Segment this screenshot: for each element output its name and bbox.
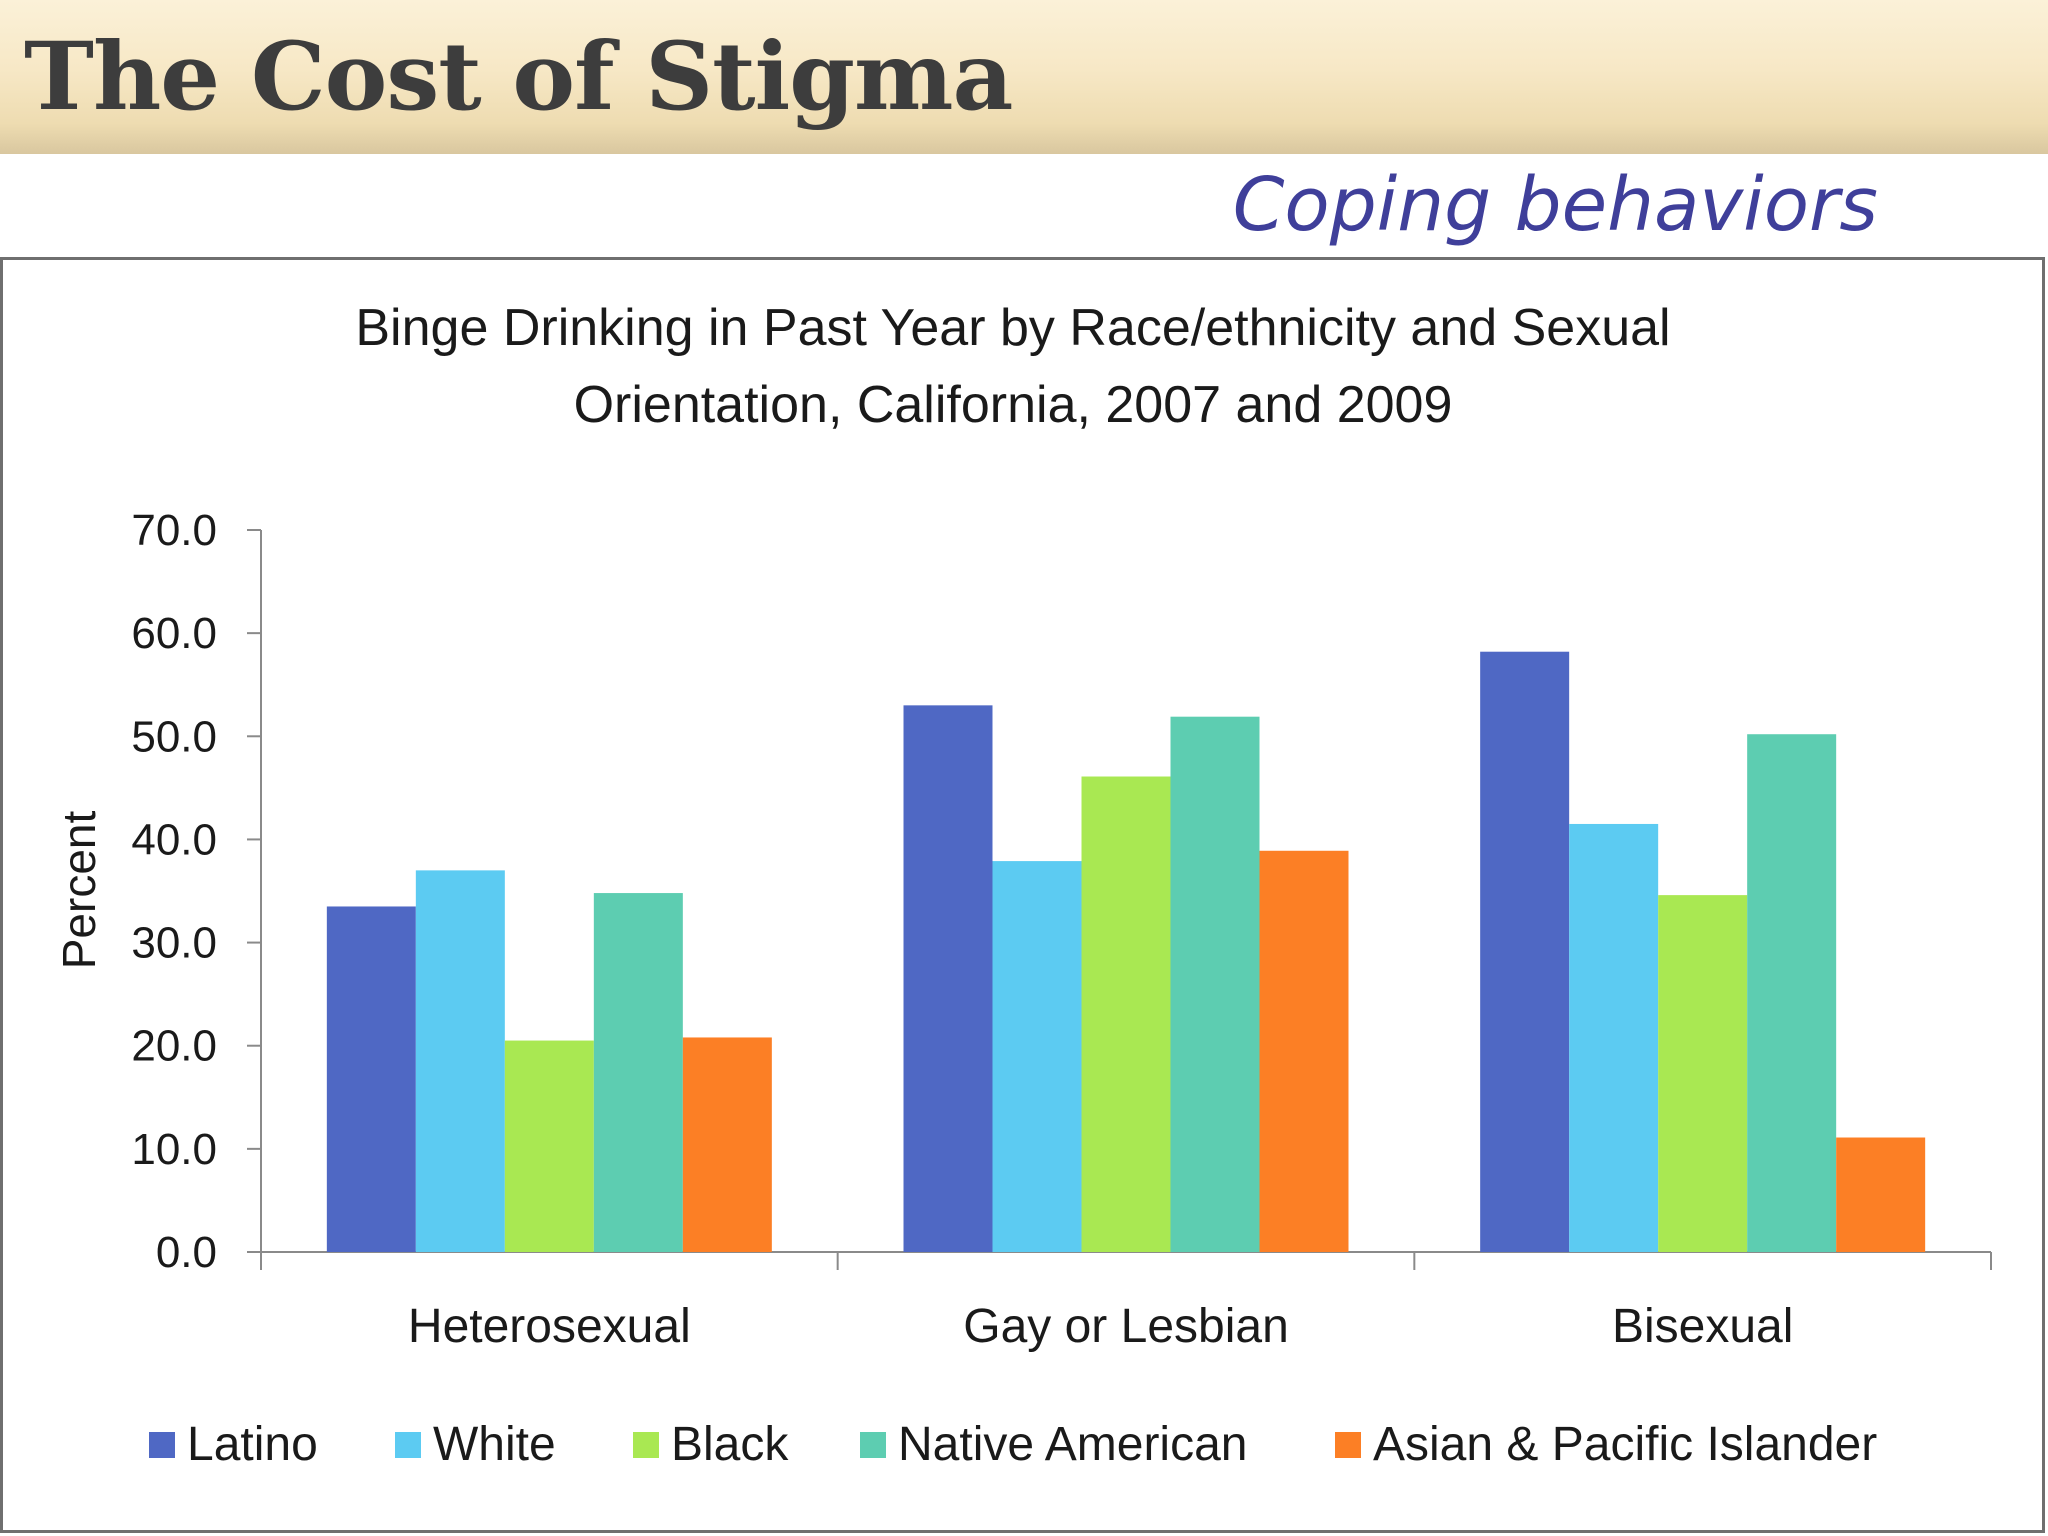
x-category-label: Gay or Lesbian xyxy=(963,1300,1289,1353)
legend-label: Black xyxy=(671,1418,789,1471)
legend: Latino White Black Native American Asian & P… xyxy=(149,1418,1877,1471)
legend-swatch xyxy=(149,1432,175,1458)
chart-frame: Binge Drinking in Past Year by Race/ethn… xyxy=(0,257,2045,1533)
y-tick-label: 60.0 xyxy=(131,609,217,658)
bar xyxy=(1081,776,1171,1252)
slide-title: The Cost of Stigma xyxy=(24,22,1013,132)
bar xyxy=(903,705,993,1252)
bar xyxy=(593,893,683,1252)
bar xyxy=(1658,895,1748,1252)
y-tick-label: 20.0 xyxy=(131,1022,217,1071)
legend-label: Latino xyxy=(187,1418,318,1471)
y-axis-label: Percent xyxy=(53,811,105,970)
y-tick-label: 50.0 xyxy=(131,712,217,761)
bar-chart: Binge Drinking in Past Year by Race/ethn… xyxy=(53,299,1992,1471)
bar xyxy=(1480,651,1570,1252)
bar xyxy=(1259,850,1349,1252)
bar xyxy=(1836,1137,1926,1252)
legend-label: White xyxy=(433,1418,556,1471)
y-tick-label: 0.0 xyxy=(156,1228,217,1277)
x-category-label: Bisexual xyxy=(1612,1300,1793,1353)
title-band: The Cost of Stigma xyxy=(0,0,2048,154)
x-category-label: Heterosexual xyxy=(408,1300,691,1353)
y-tick-label: 10.0 xyxy=(131,1125,217,1174)
bar xyxy=(326,906,416,1252)
bar xyxy=(1170,716,1260,1252)
bar xyxy=(1747,734,1837,1252)
bar xyxy=(992,861,1082,1252)
legend-swatch xyxy=(395,1432,421,1458)
slide-subtitle: Coping behaviors xyxy=(1232,162,1878,248)
bar xyxy=(504,1040,594,1252)
bar xyxy=(1569,823,1659,1252)
y-tick-label: 40.0 xyxy=(131,815,217,864)
y-tick-label: 70.0 xyxy=(131,506,217,555)
chart-title-line-2: Orientation, California, 2007 and 2009 xyxy=(574,376,1453,434)
legend-label: Asian & Pacific Islander xyxy=(1373,1418,1877,1471)
legend-swatch xyxy=(633,1432,659,1458)
legend-swatch xyxy=(860,1432,886,1458)
chart-title-line-1: Binge Drinking in Past Year by Race/ethn… xyxy=(355,299,1670,357)
bar xyxy=(415,870,505,1252)
plot-area: 0.0 10.0 20.0 30.0 40.0 50.0 60.0 70.0 Heterosex… xyxy=(131,506,1992,1353)
legend-label: Native American xyxy=(898,1418,1247,1471)
y-tick-label: 30.0 xyxy=(131,919,217,968)
bar xyxy=(682,1037,772,1252)
legend-swatch xyxy=(1335,1432,1361,1458)
